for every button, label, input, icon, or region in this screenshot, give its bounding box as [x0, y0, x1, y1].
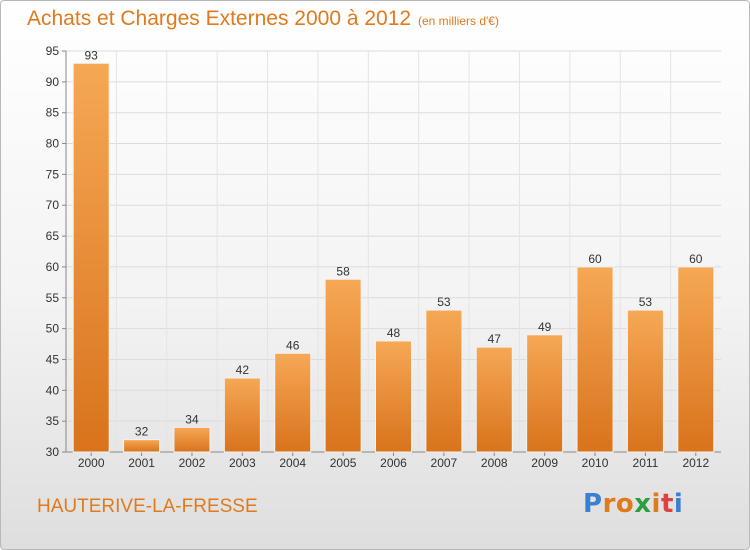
data-label: 93 [85, 48, 99, 62]
data-label: 60 [689, 252, 703, 266]
data-label: 46 [286, 338, 300, 352]
y-tick-label: 45 [46, 352, 60, 366]
y-tick-label: 50 [46, 322, 60, 336]
bar [123, 439, 161, 453]
x-tick-label: 2009 [531, 456, 558, 470]
y-tick-label: 55 [46, 291, 60, 305]
chart-title: Achats et Charges Externes 2000 à 2012 [27, 7, 412, 30]
data-label: 53 [437, 295, 451, 309]
x-tick-label: 2004 [279, 456, 306, 470]
x-tick-label: 2003 [229, 456, 256, 470]
bar [576, 266, 614, 453]
data-label: 32 [135, 425, 149, 439]
bar [324, 278, 362, 453]
data-label: 58 [336, 264, 350, 278]
bar [677, 266, 715, 453]
bar [173, 426, 211, 453]
x-tick-label: 2005 [330, 456, 357, 470]
bar [626, 309, 664, 453]
x-tick-label: 2012 [682, 456, 709, 470]
y-tick-label: 80 [46, 137, 60, 151]
x-tick-label: 2007 [431, 456, 458, 470]
y-tick-label: 90 [46, 75, 60, 89]
bars [72, 62, 715, 453]
bar [526, 334, 564, 453]
x-tick-label: 2010 [582, 456, 609, 470]
data-label: 49 [538, 320, 552, 334]
y-tick-label: 35 [46, 414, 60, 428]
bar [223, 377, 261, 453]
bar [375, 340, 412, 453]
y-tick-label: 70 [46, 198, 60, 212]
x-tick-label: 2006 [380, 456, 407, 470]
data-label: 60 [588, 252, 602, 266]
data-label: 47 [488, 332, 502, 346]
x-tick-label: 2000 [78, 456, 105, 470]
y-tick-label: 75 [46, 167, 60, 181]
data-labels: 93 32 34 42 46 58 48 53 47 49 60 53 60 [85, 48, 703, 438]
bar [475, 346, 513, 453]
x-tick-label: 2011 [633, 456, 659, 470]
y-tick-label: 85 [46, 106, 60, 120]
proxiti-logo: Proxiti [583, 489, 684, 519]
bar [425, 309, 463, 453]
data-label: 42 [236, 363, 250, 377]
y-tick-label: 60 [46, 260, 60, 274]
bar [274, 352, 312, 453]
x-tick-label: 2002 [179, 456, 206, 470]
data-label: 34 [185, 412, 199, 426]
x-tick-label: 2008 [481, 456, 508, 470]
place-name: HAUTERIVE-LA-FRESSE [37, 496, 258, 517]
y-tick-label: 40 [46, 383, 60, 397]
y-tick-label: 30 [46, 445, 60, 459]
data-label: 53 [639, 295, 653, 309]
bar [72, 62, 110, 453]
chart-subtitle: (en milliers d'€) [418, 14, 499, 28]
y-tick-label: 95 [46, 44, 60, 58]
data-label: 48 [387, 326, 401, 340]
x-tick-label: 2001 [128, 456, 155, 470]
y-tick-label: 65 [46, 229, 60, 243]
